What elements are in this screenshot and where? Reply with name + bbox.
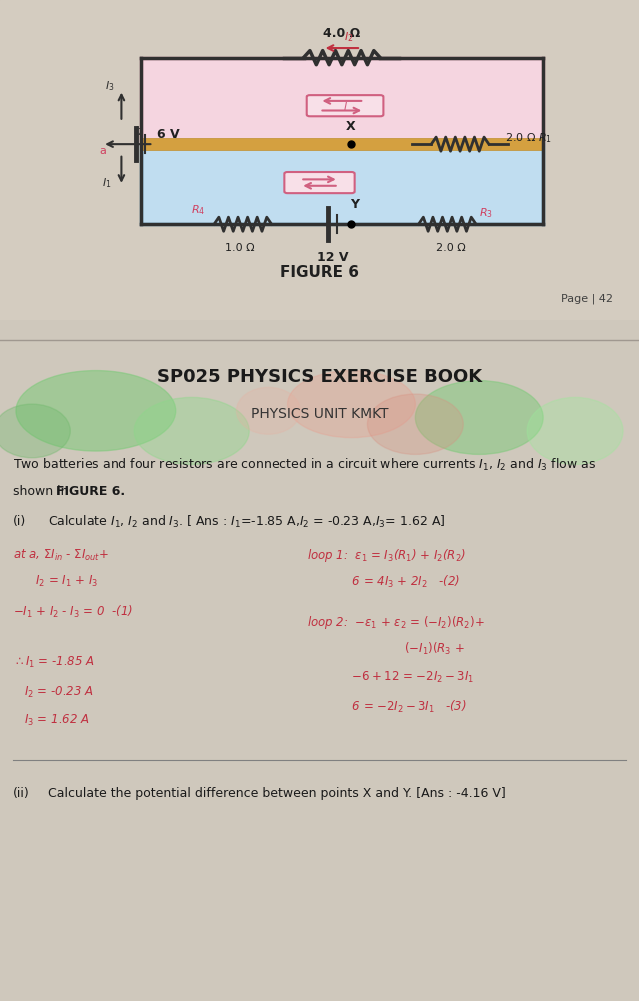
- Ellipse shape: [288, 370, 415, 437]
- Text: (i): (i): [13, 515, 26, 528]
- Text: 6 = 4$I_3$ + 2$I_2$   -(2): 6 = 4$I_3$ + 2$I_2$ -(2): [307, 574, 459, 590]
- Text: $-6 + 12$ = $-2I_2 - 3I_1$: $-6 + 12$ = $-2I_2 - 3I_1$: [307, 671, 473, 686]
- Text: shown in: shown in: [13, 484, 72, 497]
- Text: FIGURE 6: FIGURE 6: [280, 265, 359, 279]
- Bar: [141, 144, 543, 224]
- Text: loop 1:  $\varepsilon_1$ = $I_3$($R_1$) + $I_2$($R_2$): loop 1: $\varepsilon_1$ = $I_3$($R_1$) +…: [307, 547, 466, 564]
- Text: 6 V: 6 V: [157, 128, 179, 141]
- Text: $I_3$ = 1.62 A: $I_3$ = 1.62 A: [13, 713, 89, 728]
- Ellipse shape: [134, 397, 249, 464]
- Text: 4.0 Ω: 4.0 Ω: [323, 27, 360, 40]
- Ellipse shape: [527, 397, 623, 464]
- Ellipse shape: [0, 404, 70, 457]
- Text: $I_2$ = $I_1$ + $I_3$: $I_2$ = $I_1$ + $I_3$: [13, 575, 98, 590]
- Text: 2.0 Ω: 2.0 Ω: [436, 243, 465, 253]
- FancyBboxPatch shape: [307, 95, 383, 116]
- Ellipse shape: [16, 370, 176, 451]
- Bar: [141, 138, 543, 150]
- Text: Calculate the potential difference between points X and Y. [Ans : -4.16 V]: Calculate the potential difference betwe…: [48, 787, 505, 800]
- Text: 2.0 Ω $R_1$: 2.0 Ω $R_1$: [505, 131, 552, 144]
- Text: 6 = $-2I_2 - 3I_1$   -(3): 6 = $-2I_2 - 3I_1$ -(3): [307, 699, 466, 716]
- Text: $\therefore I_1$ = -1.85 A: $\therefore I_1$ = -1.85 A: [13, 655, 95, 670]
- Text: Two batteries and four resistors are connected in a circuit where currents $I_1$: Two batteries and four resistors are con…: [13, 456, 596, 472]
- Text: (ii): (ii): [13, 787, 29, 800]
- Text: $R_3$: $R_3$: [479, 206, 493, 220]
- Ellipse shape: [367, 394, 463, 454]
- Ellipse shape: [236, 387, 300, 434]
- Text: $(-I_1)(R_3$ +: $(-I_1)(R_3$ +: [307, 641, 465, 657]
- Text: X: X: [345, 120, 355, 133]
- Text: $I_3$: $I_3$: [105, 80, 115, 93]
- Text: $-I_1$ + $I_2$ - $I_3$ = 0  -(1): $-I_1$ + $I_2$ - $I_3$ = 0 -(1): [13, 604, 133, 620]
- Text: $I_2$: $I_2$: [134, 124, 144, 138]
- FancyBboxPatch shape: [284, 172, 355, 193]
- Text: $I_1$: $I_1$: [102, 176, 112, 189]
- Text: 1.0 Ω: 1.0 Ω: [225, 243, 254, 253]
- Text: PHYSICS UNIT KMKT: PHYSICS UNIT KMKT: [250, 407, 389, 421]
- Bar: [141, 58, 543, 144]
- Text: SP025 PHYSICS EXERCISE BOOK: SP025 PHYSICS EXERCISE BOOK: [157, 368, 482, 386]
- Text: $I$: $I$: [343, 100, 348, 112]
- Text: $I_2$ = -0.23 A: $I_2$ = -0.23 A: [13, 685, 93, 700]
- Text: FIGURE 6.: FIGURE 6.: [56, 484, 125, 497]
- Ellipse shape: [415, 380, 543, 454]
- Text: Page | 42: Page | 42: [562, 294, 613, 304]
- Text: $R_4$: $R_4$: [191, 203, 205, 216]
- Text: loop 2:  $-\varepsilon_1$ + $\varepsilon_2$ = $(-I_2)(R_2)$+: loop 2: $-\varepsilon_1$ + $\varepsilon_…: [307, 614, 484, 631]
- Text: Y: Y: [350, 198, 359, 211]
- Text: at a, $\Sigma I_{in}$ - $\Sigma I_{out}$+: at a, $\Sigma I_{in}$ - $\Sigma I_{out}$…: [13, 548, 109, 563]
- Text: Calculate $I_1$, $I_2$ and $I_3$. [ Ans : $I_1$=-1.85 A,$I_2$ = -0.23 A,$I_3$= 1: Calculate $I_1$, $I_2$ and $I_3$. [ Ans …: [48, 514, 445, 530]
- Text: 12 V: 12 V: [316, 251, 348, 264]
- Text: a: a: [99, 146, 106, 156]
- Text: $I_2$: $I_2$: [344, 30, 353, 44]
